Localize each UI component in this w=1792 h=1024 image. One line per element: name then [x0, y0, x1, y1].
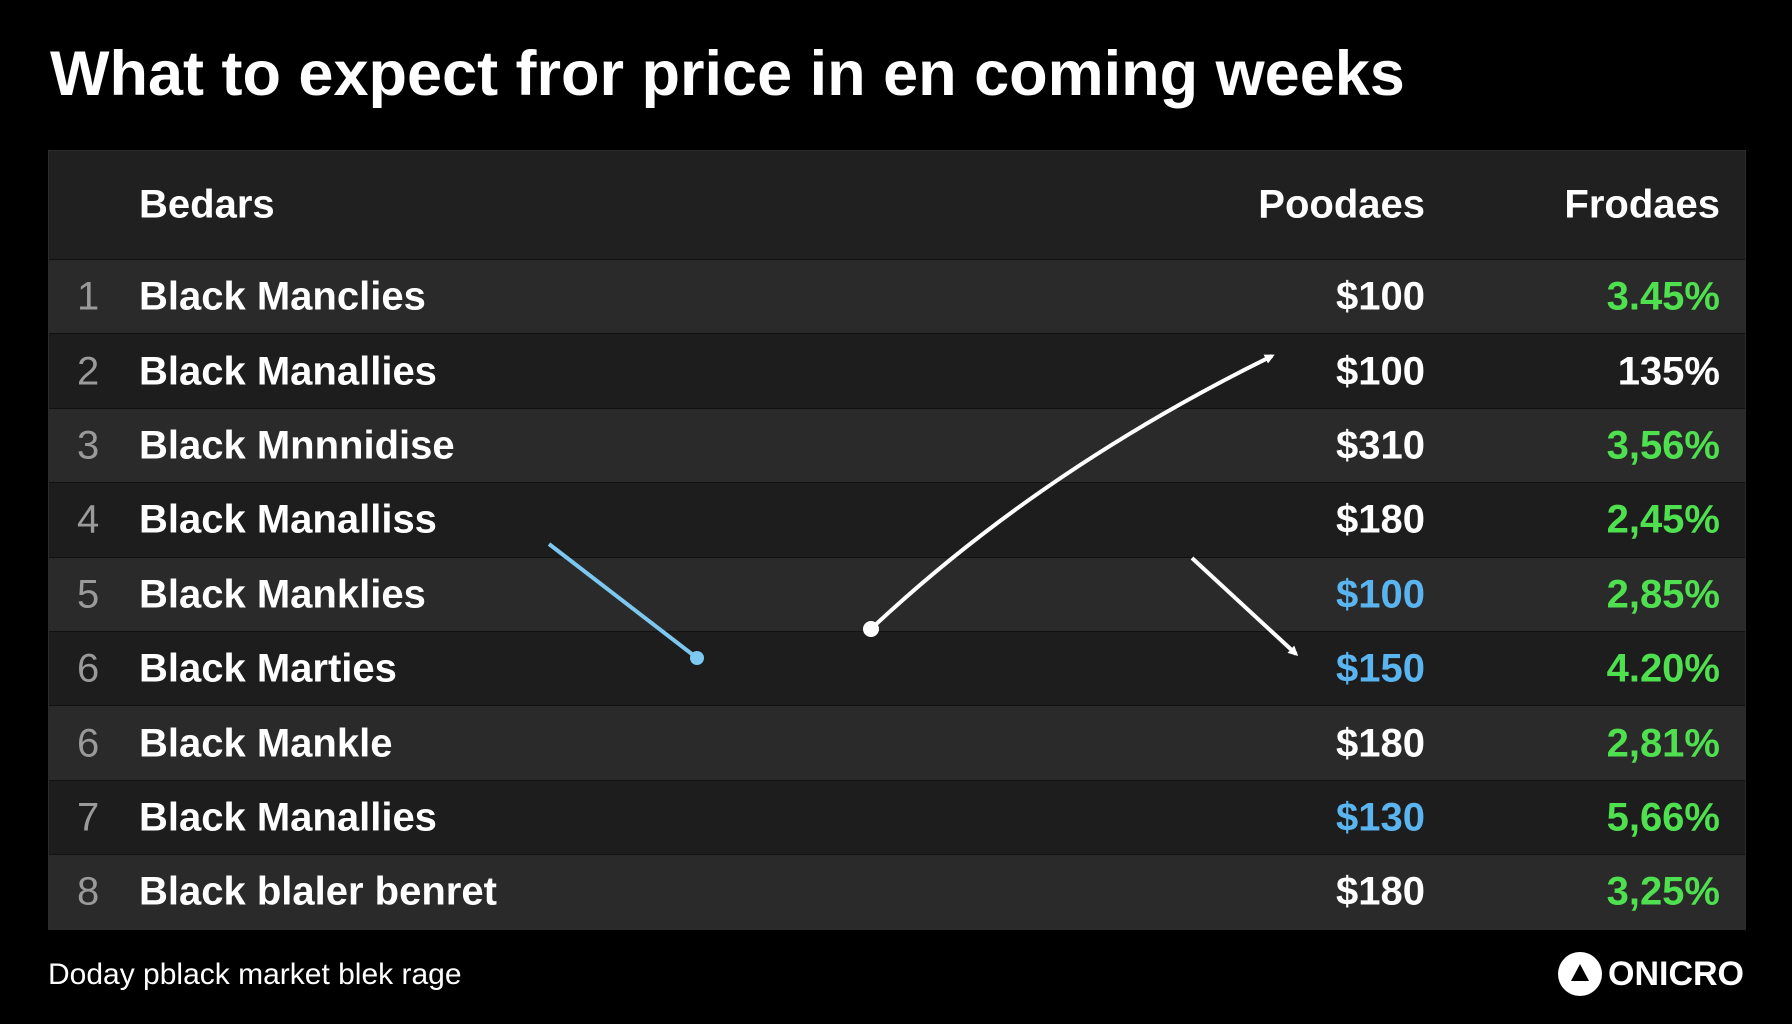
header-row: Bedars Poodaes Frodaes: [49, 151, 1745, 259]
header-cell: Bedars: [139, 182, 275, 227]
row-price: $180: [1336, 721, 1425, 766]
table-row: 4 Black Manalliss $180 2,45%: [49, 482, 1745, 558]
row-change: 3.45%: [1606, 274, 1720, 319]
up-arrow: [869, 354, 1275, 631]
trend-dot: [690, 651, 704, 665]
row-change: 2,85%: [1606, 572, 1720, 617]
row-price: $180: [1336, 869, 1425, 914]
row-name: Black Marties: [139, 646, 397, 691]
row-price: $130: [1336, 795, 1425, 840]
title: What to expect fror price in en coming w…: [50, 39, 1405, 109]
down-arrow: [1190, 556, 1299, 657]
table-row: 8 Black blaler benret $180 3,25%: [49, 854, 1745, 930]
row-price: $180: [1336, 497, 1425, 542]
row-name: Black Manallies: [139, 349, 437, 394]
row-change: 3,25%: [1606, 869, 1720, 914]
row-name: Black Manallies: [139, 795, 437, 840]
footer-note: Doday pblack market blek rage: [48, 958, 462, 991]
row-price: $100: [1336, 349, 1425, 394]
logo-icon: [1558, 952, 1602, 996]
header-cell: Poodaes: [1258, 182, 1425, 227]
row-rank: 2: [77, 349, 100, 394]
row-rank: 7: [77, 795, 100, 840]
row-price: $150: [1336, 646, 1425, 691]
row-change: 4.20%: [1606, 646, 1720, 691]
table-row: 2 Black Manallies $100 135%: [49, 333, 1745, 409]
row-price: $100: [1336, 274, 1425, 319]
row-name: Black Manalliss: [139, 497, 437, 542]
row-change: 2,45%: [1606, 497, 1720, 542]
row-price: $310: [1336, 423, 1425, 468]
table-row: 1 Black Manclies $100 3.45%: [49, 259, 1745, 335]
row-rank: 6: [77, 646, 100, 691]
arrow-dot: [863, 621, 879, 637]
table-row: 6 Black Marties $150 4.20%: [49, 631, 1745, 707]
row-name: Black Mankle: [139, 721, 393, 766]
row-name: Black Mnnnidise: [139, 423, 455, 468]
row-rank: 1: [77, 274, 100, 319]
row-price: $100: [1336, 572, 1425, 617]
table-row: 3 Black Mnnnidise $310 3,56%: [49, 407, 1745, 484]
row-name: Black Manclies: [139, 274, 426, 319]
row-rank: 6: [77, 721, 100, 766]
row-rank: 5: [77, 572, 100, 617]
row-name: Black Manklies: [139, 572, 426, 617]
row-name: Black blaler benret: [139, 869, 497, 914]
row-change: 5,66%: [1606, 795, 1720, 840]
header-cell: Frodaes: [1564, 182, 1720, 227]
logo: ONICRO: [1558, 952, 1744, 996]
trend-line: [547, 542, 699, 660]
logo-text: ONICRO: [1608, 954, 1744, 993]
row-change: 135%: [1617, 349, 1720, 394]
row-change: 3,56%: [1606, 423, 1720, 468]
table-row: 6 Black Mankle $180 2,81%: [49, 705, 1745, 781]
row-rank: 8: [77, 869, 100, 914]
row-change: 2,81%: [1606, 721, 1720, 766]
table-row: 7 Black Manallies $130 5,66%: [49, 779, 1745, 856]
price-table: Bedars Poodaes Frodaes 1 Black Manclies $100 3…: [48, 150, 1746, 930]
table-row: 5 Black Manklies $100 2,85%: [49, 556, 1745, 632]
row-rank: 4: [77, 497, 100, 542]
row-rank: 3: [77, 423, 100, 468]
